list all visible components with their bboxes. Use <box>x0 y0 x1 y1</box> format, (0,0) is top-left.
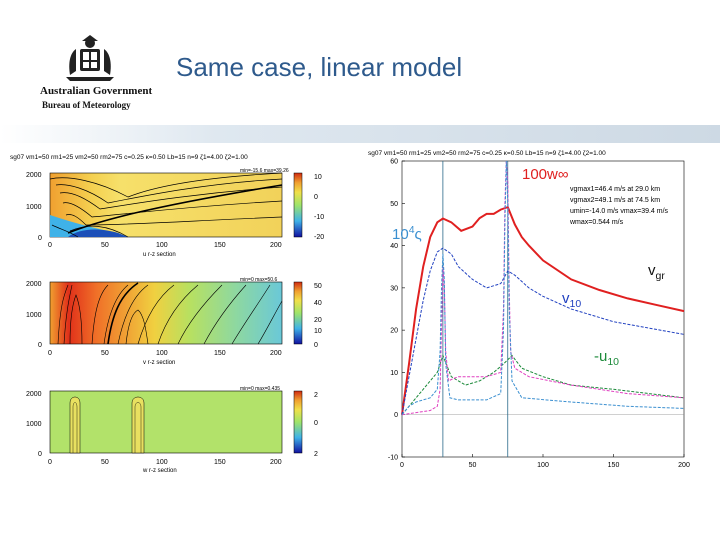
label-100w: 100w∞ <box>522 166 569 183</box>
u-cbar-tick-4: -20 <box>314 234 324 241</box>
plot-frame <box>401 160 685 458</box>
v-xtick-150: 150 <box>214 350 226 357</box>
v-cbar-tick-4: 10 <box>314 328 322 335</box>
label-vgr: vgr <box>648 262 665 282</box>
xtick-label-4: 200 <box>678 462 690 469</box>
v-cbar-tick-3: 20 <box>314 317 322 324</box>
xtick-label-0: 0 <box>400 462 404 469</box>
v-xtick-200: 200 <box>270 350 282 357</box>
u-xtick-50: 50 <box>101 242 109 249</box>
v-ytick-1000: 1000 <box>26 312 42 319</box>
w-cbar-tick-2: 0 <box>314 420 318 427</box>
annotation-vgmax1: vgmax1=46.4 m/s at 29.0 km <box>570 186 660 193</box>
v-ytick-0: 0 <box>38 342 42 349</box>
w-xlabel: w r-z section <box>142 468 177 474</box>
v-xtick-100: 100 <box>156 350 168 357</box>
w-cbar-tick-1: 2 <box>314 392 318 399</box>
w-xtick-50: 50 <box>101 459 109 466</box>
series-line-4 <box>401 160 685 416</box>
ytick-label-1: 0 <box>394 412 398 419</box>
series-line-3 <box>401 160 685 416</box>
xtick-label-3: 150 <box>608 462 620 469</box>
v-cbar-tick-1: 50 <box>314 283 322 290</box>
series-line-2 <box>401 354 685 416</box>
org-name: Australian Government <box>40 85 153 97</box>
u-ytick-2000: 2000 <box>26 172 42 179</box>
u-section-panel: min=-15.6 max=39.26 2000 1000 0 0 50 100… <box>26 168 324 258</box>
w-xtick-100: 100 <box>156 459 168 466</box>
v-xtick-50: 50 <box>101 350 109 357</box>
ytick-label-3: 20 <box>390 328 398 335</box>
rz-sections-figure: sg07 vm1=50 rm1=25 vm2=50 rm2=75 c=0.25 … <box>8 145 353 485</box>
v-cbar-tick-2: 40 <box>314 300 322 307</box>
ytick-label-4: 30 <box>390 285 398 292</box>
series-line-0 <box>401 205 685 415</box>
annotation-wmax: wmax=0.544 m/s <box>569 219 624 226</box>
v-colorbar <box>293 281 303 345</box>
page-title: Same case, linear model <box>176 52 463 82</box>
org-subname: Bureau of Meteorology <box>42 100 131 110</box>
series-line-1 <box>401 247 685 415</box>
w-minmax: min=0 max=0.435 <box>240 386 280 392</box>
w-colorbar <box>293 390 303 454</box>
xtick-label-1: 50 <box>469 462 477 469</box>
xtick-label-2: 100 <box>537 462 549 469</box>
ytick-label-6: 50 <box>390 201 398 208</box>
radial-profiles-chart: sg07 vm1=50 rm1=25 vm2=50 rm2=75 c=0.25 … <box>358 145 703 475</box>
u-ytick-0: 0 <box>38 235 42 242</box>
label-zeta: 104ς <box>392 224 422 243</box>
u-xtick-150: 150 <box>214 242 226 249</box>
w-cbar-tick-3: 2 <box>314 451 318 458</box>
u-colorbar <box>293 172 303 238</box>
left-figure-caption: sg07 vm1=50 rm1=25 vm2=50 rm2=75 c=0.25 … <box>10 154 248 161</box>
u-cbar-tick-2: 0 <box>314 194 318 201</box>
u-cbar-tick-1: 10 <box>314 174 322 181</box>
ytick-label-2: 10 <box>390 370 398 377</box>
w-section-panel: min=0 max=0.435 2000 1000 0 0 50 100 150… <box>26 386 318 474</box>
u-xtick-200: 200 <box>270 242 282 249</box>
v-ytick-2000: 2000 <box>26 281 42 288</box>
v-minmax: min=0 max=50.6 <box>240 277 277 283</box>
w-xtick-0: 0 <box>48 459 52 466</box>
u-ytick-1000: 1000 <box>26 204 42 211</box>
annotation-umin-vmax: umin=-14.0 m/s vmax=39.4 m/s <box>570 208 669 215</box>
w-xtick-150: 150 <box>214 459 226 466</box>
government-logo <box>30 35 150 115</box>
u-xtick-0: 0 <box>48 242 52 249</box>
v-xlabel: v r-z section <box>143 360 175 366</box>
chart-title: sg07 vm1=50 rm1=25 vm2=50 rm2=75 c=0.25 … <box>368 150 606 157</box>
label-v10: v10 <box>562 290 582 310</box>
u-xlabel: u r-z section <box>143 252 176 258</box>
w-ytick-0: 0 <box>38 451 42 458</box>
u-cbar-tick-3: -10 <box>314 214 324 221</box>
w-ytick-1000: 1000 <box>26 421 42 428</box>
coat-of-arms-icon <box>66 35 114 81</box>
header-banner <box>0 125 720 143</box>
u-minmax: min=-15.6 max=39.26 <box>240 168 289 174</box>
ytick-label-0: -10 <box>388 455 398 462</box>
annotation-vgmax2: vgmax2=49.1 m/s at 74.5 km <box>570 197 660 204</box>
v-cbar-tick-5: 0 <box>314 342 318 349</box>
ytick-label-7: 60 <box>390 159 398 166</box>
label-u10: -u10 <box>594 348 620 368</box>
w-xtick-200: 200 <box>270 459 282 466</box>
ytick-label-5: 40 <box>390 243 398 250</box>
u-xtick-100: 100 <box>156 242 168 249</box>
w-ytick-2000: 2000 <box>26 391 42 398</box>
v-section-panel: min=0 max=50.6 2000 1000 0 0 50 100 150 … <box>26 277 322 366</box>
v-xtick-0: 0 <box>48 350 52 357</box>
